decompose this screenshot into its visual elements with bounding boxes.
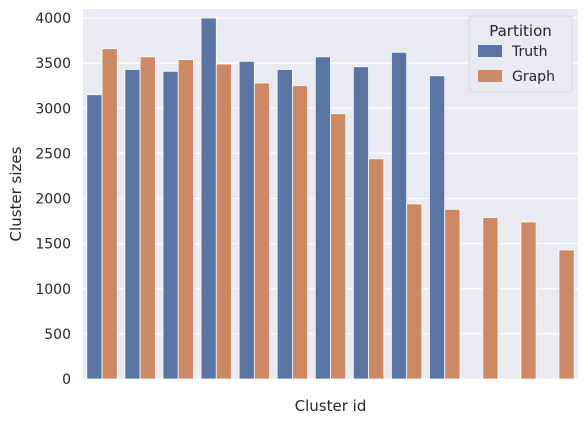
bar-graph-8 <box>406 203 423 380</box>
y-tick-label: 4000 <box>35 11 71 27</box>
bar-truth-1 <box>124 69 141 380</box>
bar-truth-2 <box>162 70 179 380</box>
y-tick-label: 2000 <box>35 192 71 208</box>
legend: Partition Truth Graph <box>468 15 573 93</box>
y-tick-label: 500 <box>44 327 71 343</box>
legend-label-graph: Graph <box>512 69 555 85</box>
x-axis-label: Cluster id <box>295 397 367 415</box>
y-tick-label: 0 <box>62 372 71 388</box>
bar-graph-2 <box>177 59 194 380</box>
bar-graph-1 <box>139 56 156 380</box>
legend-title: Partition <box>489 22 552 40</box>
legend-swatch-graph <box>478 70 502 82</box>
bar-graph-6 <box>330 113 347 380</box>
bar-truth-3 <box>200 17 217 380</box>
legend-label-truth: Truth <box>511 44 548 60</box>
bar-graph-4 <box>253 82 270 380</box>
y-axis-label: Cluster sizes <box>7 146 25 241</box>
bars <box>86 17 575 380</box>
bar-graph-0 <box>101 48 118 380</box>
bar-graph-3 <box>215 63 232 380</box>
bar-truth-4 <box>238 60 255 380</box>
legend-swatch-truth <box>478 45 502 57</box>
bar-truth-0 <box>86 94 103 380</box>
y-tick-label: 2500 <box>35 146 71 162</box>
bar-truth-6 <box>314 56 331 380</box>
bar-graph-9 <box>444 208 461 380</box>
y-tick-label: 3500 <box>35 56 71 72</box>
bar-truth-7 <box>352 66 369 380</box>
bar-graph-7 <box>368 158 385 380</box>
y-tick-labels: 0 500 1000 1500 2000 2500 3000 3500 4000 <box>35 11 71 388</box>
bar-graph-10 <box>482 217 499 380</box>
bar-truth-5 <box>276 69 293 380</box>
bar-graph-5 <box>292 85 309 380</box>
bar-truth-8 <box>391 51 408 380</box>
bar-graph-12 <box>558 249 575 380</box>
bar-graph-11 <box>520 221 537 380</box>
bar-truth-9 <box>429 75 446 380</box>
y-tick-label: 1500 <box>35 237 71 253</box>
y-tick-label: 3000 <box>35 101 71 117</box>
y-tick-label: 1000 <box>35 282 71 298</box>
